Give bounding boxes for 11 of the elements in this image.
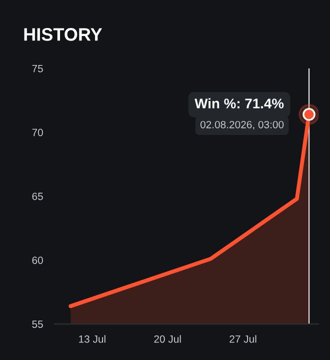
x-tick-label: 13 Jul — [79, 335, 106, 343]
annotation: 02.08.2026, 03:00 — [200, 120, 284, 130]
y-tick-label: 70 — [32, 128, 43, 136]
y-tick-label: 65 — [32, 192, 43, 200]
annotation: Win %: 71.4% — [194, 98, 284, 108]
x-tick-label: 20 Jul — [154, 335, 181, 343]
chart-title: HISTORY — [24, 28, 102, 41]
y-tick-label: 75 — [32, 65, 43, 72]
y-tick-label: 60 — [32, 256, 43, 264]
x-tick-label: 27 Jul — [230, 335, 256, 343]
y-tick-label: 55 — [32, 320, 43, 328]
